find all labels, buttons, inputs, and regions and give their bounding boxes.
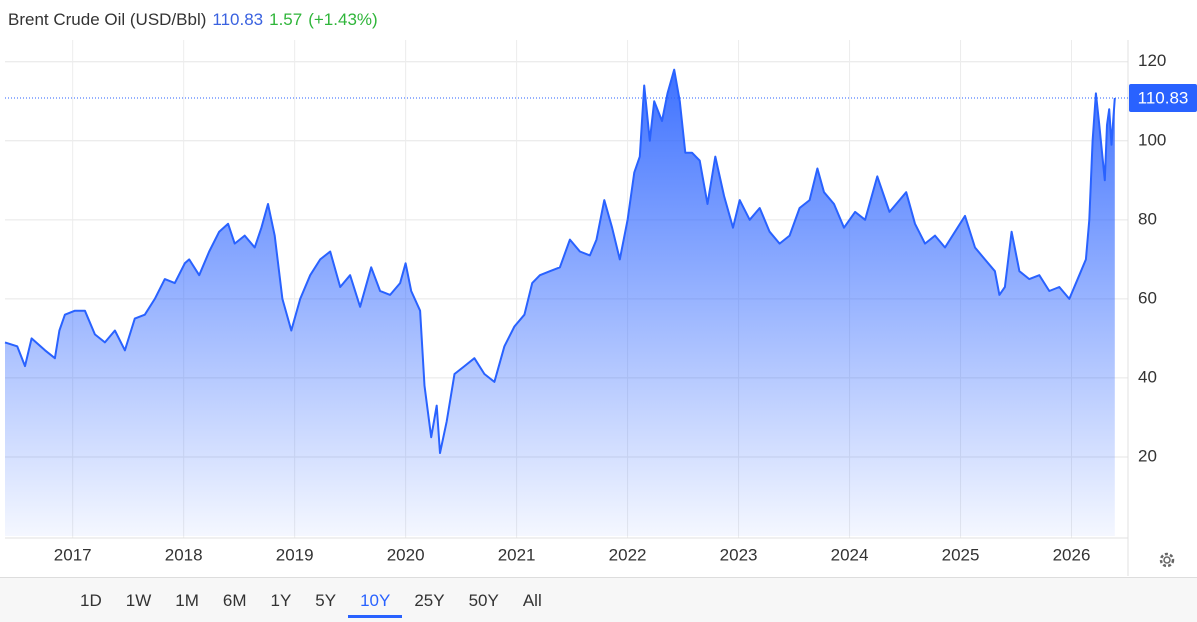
line: [4, 68, 1116, 454]
price-label: 110.83: [1138, 88, 1189, 107]
x-tick-label: 2024: [831, 545, 869, 564]
x-tick-label: 2021: [498, 545, 536, 564]
range-button[interactable]: 5Y: [315, 591, 337, 610]
range-button[interactable]: 10Y: [348, 578, 403, 618]
range-button[interactable]: 50Y: [468, 591, 499, 610]
x-tick-label: 2018: [165, 545, 203, 564]
x-tick-label: 2017: [54, 545, 92, 564]
y-tick-label: 80: [1138, 209, 1157, 228]
range-button[interactable]: 1D: [80, 591, 102, 610]
range-button[interactable]: 1W: [125, 591, 152, 610]
range-bar: 1D 1W 1M 6M 1Y 5Y 10Y 25Y 50Y All: [0, 577, 1197, 622]
change: 1.57: [269, 10, 303, 29]
x-tick-label: 2023: [720, 545, 758, 564]
range-button[interactable]: 1M: [175, 591, 199, 610]
x-tick-label: 2026: [1053, 545, 1091, 564]
x-tick-label: 2025: [942, 545, 980, 564]
area: [5, 69, 1115, 536]
price-badge: [1129, 83, 1197, 112]
settings-icon[interactable]: [1159, 552, 1175, 568]
y-tick-label: 40: [1138, 367, 1157, 386]
range-button[interactable]: 6M: [222, 591, 247, 610]
header: Brent Crude Oil (USD/Bbl) 110.83 1.57 (+1.4…: [8, 10, 384, 30]
range-button[interactable]: All: [522, 591, 542, 610]
x-tick-label: 2020: [387, 545, 425, 564]
title: Brent Crude Oil (USD/Bbl): [8, 10, 207, 29]
price: 110.83: [212, 10, 264, 29]
y-tick-label: 20: [1138, 446, 1157, 465]
y-tick-label: 120: [1138, 51, 1166, 70]
range-buttons: 1D 1W 1M 6M 1Y 5Y 10Y 25Y 50Y All: [68, 578, 554, 618]
x-tick-label: 2022: [609, 545, 647, 564]
range-button[interactable]: 25Y: [414, 591, 445, 610]
x-tick-label: 2019: [276, 545, 314, 564]
y-tick-label: 100: [1138, 130, 1166, 149]
change-pct: (+1.43%): [308, 10, 378, 29]
chart: 20 40 60 80 100 120 2017 2018 2019 2020 2021 2022 20…: [4, 40, 1197, 576]
y-tick-label: 60: [1138, 288, 1157, 307]
range-button[interactable]: 1Y: [270, 591, 292, 610]
